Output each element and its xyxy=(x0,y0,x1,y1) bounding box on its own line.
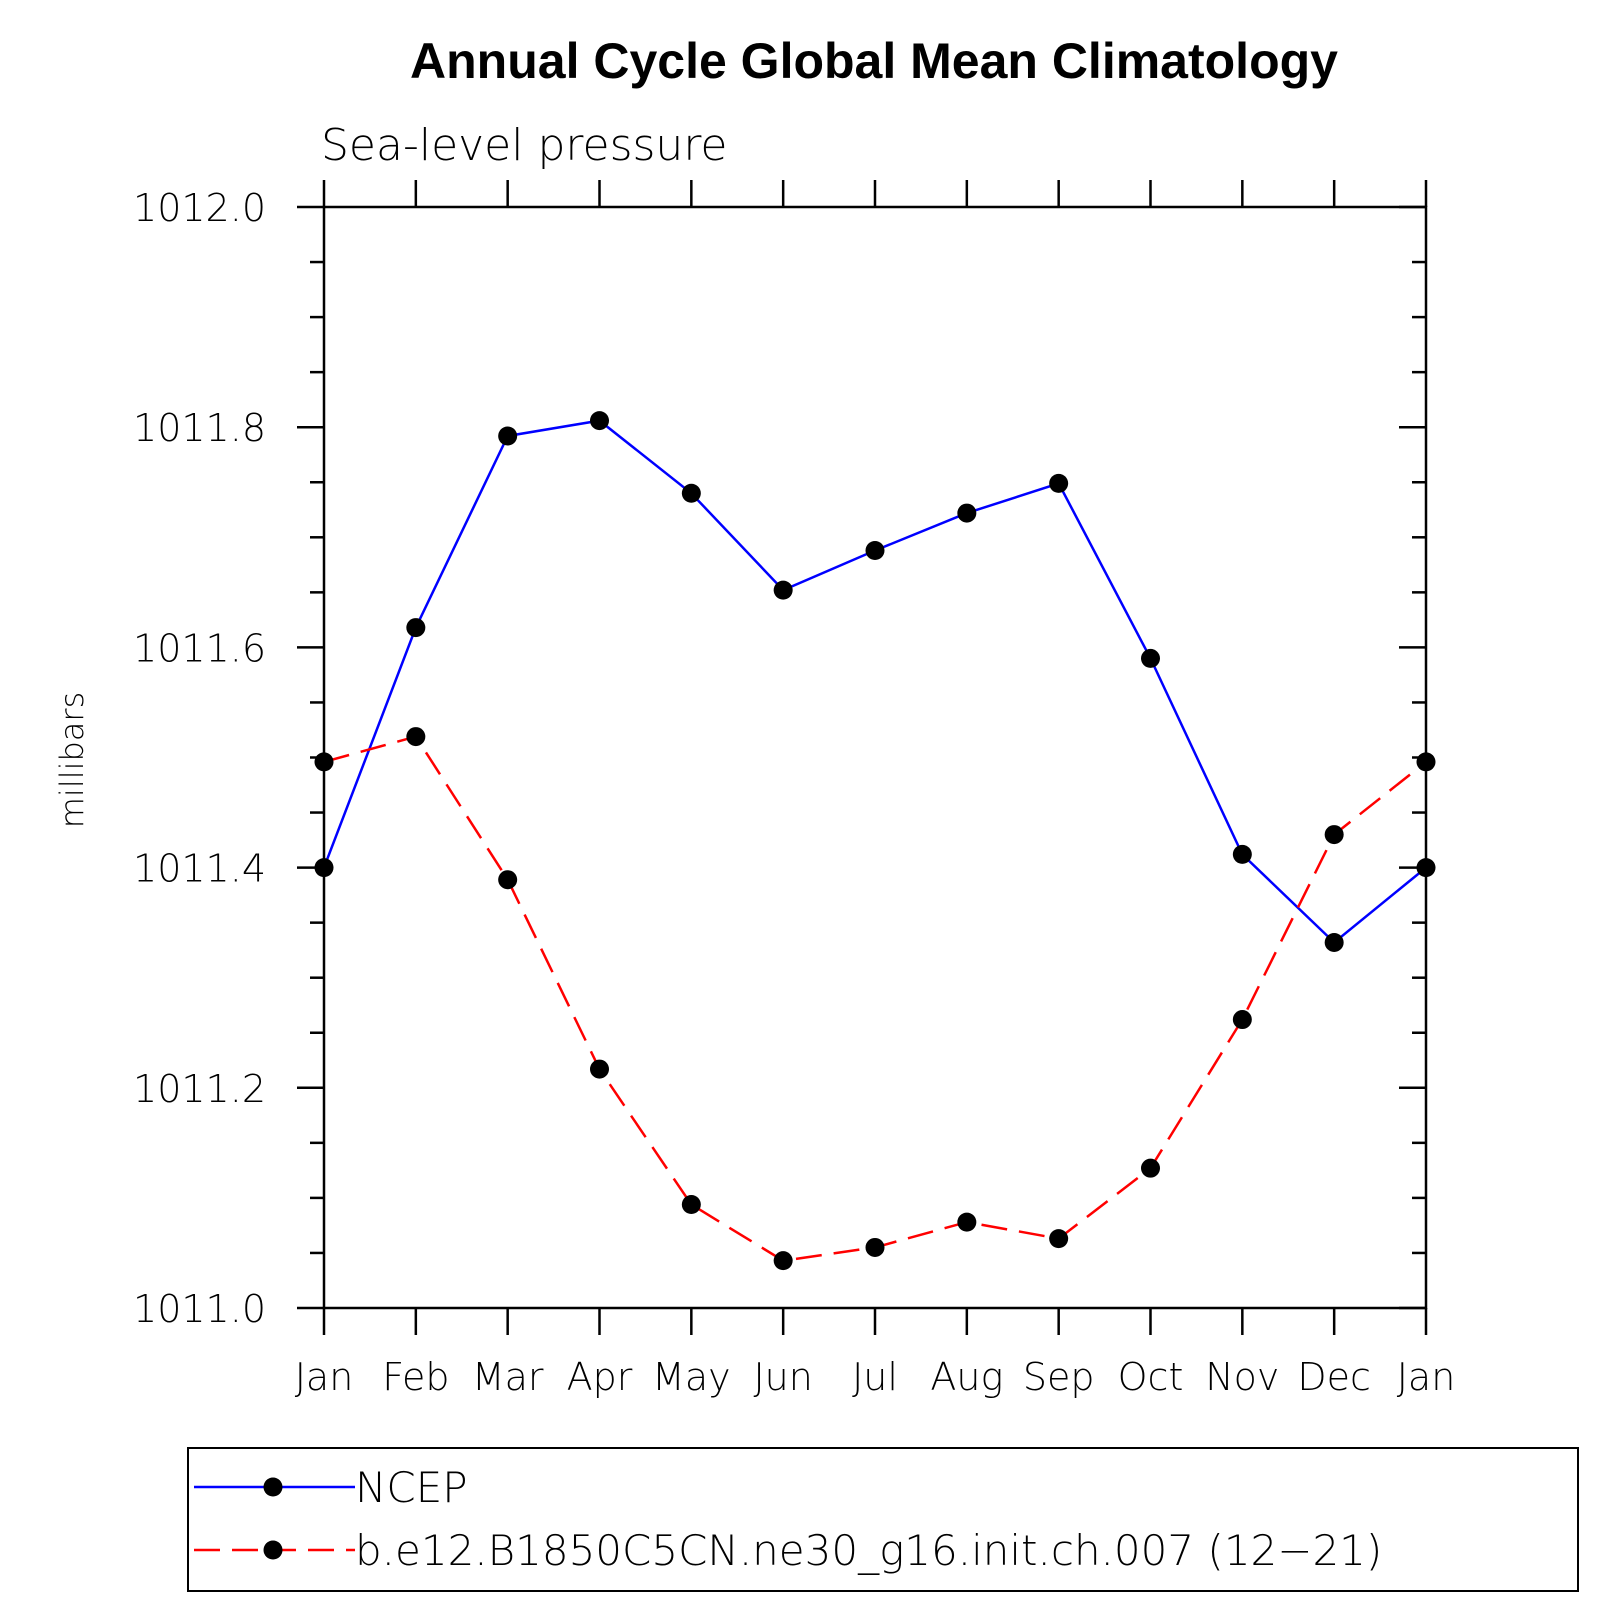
x-tick-label: Jan xyxy=(1397,1355,1456,1399)
data-point-series-1 xyxy=(590,1059,609,1079)
data-point-series-0 xyxy=(865,541,885,561)
data-point-series-1 xyxy=(314,752,334,772)
legend-label-1: b.e12.B1850C5CN.ne30_g16.init.ch.007 (12… xyxy=(355,1526,1382,1575)
data-point-series-0 xyxy=(1232,844,1252,864)
data-point-series-0 xyxy=(1049,473,1069,493)
x-tick-label: Dec xyxy=(1297,1355,1371,1399)
data-point-series-0 xyxy=(1416,858,1436,878)
series-line-1 xyxy=(323,735,1427,1263)
x-tick-label: Sep xyxy=(1023,1355,1095,1399)
chart-title: Annual Cycle Global Mean Climatology xyxy=(410,33,1338,89)
series-line-0 xyxy=(322,419,1427,945)
x-tick-label: Mar xyxy=(472,1355,544,1399)
data-point-series-1 xyxy=(1232,1010,1252,1030)
data-point-series-1 xyxy=(406,727,426,747)
data-point-series-0 xyxy=(1141,648,1160,668)
y-tick-label: 1011.8 xyxy=(133,406,266,450)
data-point-series-1 xyxy=(1416,752,1436,772)
legend-box xyxy=(187,1447,1579,1592)
legend-label-0: NCEP xyxy=(355,1463,468,1512)
x-tick-label: Apr xyxy=(567,1355,633,1399)
y-tick-label: 1011.6 xyxy=(133,626,266,670)
x-tick-label: Nov xyxy=(1205,1355,1279,1399)
data-point-series-0 xyxy=(1324,932,1344,952)
data-point-series-1 xyxy=(957,1212,977,1232)
x-tick-label: Jan xyxy=(295,1355,354,1399)
chart-subtitle: Sea-level pressure xyxy=(321,120,728,171)
data-point-series-0 xyxy=(681,483,701,503)
y-tick-label: 1012.0 xyxy=(133,186,266,230)
data-point-series-1 xyxy=(865,1237,885,1257)
legend-marker-1 xyxy=(263,1540,283,1560)
data-point-series-0 xyxy=(406,618,426,638)
x-tick-label: Oct xyxy=(1118,1355,1184,1399)
legend: NCEP b.e12.B1850C5CN.ne30_g16.init.ch.007… xyxy=(187,1447,1579,1592)
data-point-series-1 xyxy=(1141,1158,1160,1178)
data-point-series-0 xyxy=(773,580,793,600)
series-layer xyxy=(314,411,1436,1271)
y-tick-label: 1011.4 xyxy=(133,847,266,891)
y-tick-label: 1011.2 xyxy=(133,1067,266,1111)
data-point-series-0 xyxy=(498,426,518,446)
y-tick-label: 1011.0 xyxy=(133,1287,266,1331)
data-point-series-1 xyxy=(773,1251,793,1271)
data-point-series-1 xyxy=(1324,825,1344,845)
data-point-series-1 xyxy=(1049,1229,1069,1249)
x-tick-label: Jun xyxy=(753,1355,812,1399)
data-point-series-1 xyxy=(498,870,518,890)
legend-marker-0 xyxy=(263,1477,283,1497)
y-axis-label: millibars xyxy=(53,692,91,828)
plot-frame xyxy=(322,205,1428,1310)
data-point-series-0 xyxy=(957,503,977,523)
x-tick-label: Jul xyxy=(852,1355,898,1399)
axes: 1011.0 1011.2 1011.4 1011.6 1011.8 1012.0 Jan F… xyxy=(133,180,1455,1399)
data-point-series-0 xyxy=(590,411,609,431)
x-tick-label: May xyxy=(652,1355,731,1399)
data-point-series-0 xyxy=(314,858,334,878)
x-tick-label: Feb xyxy=(382,1355,449,1399)
x-tick-label: Aug xyxy=(930,1355,1003,1399)
data-point-series-1 xyxy=(681,1195,701,1215)
